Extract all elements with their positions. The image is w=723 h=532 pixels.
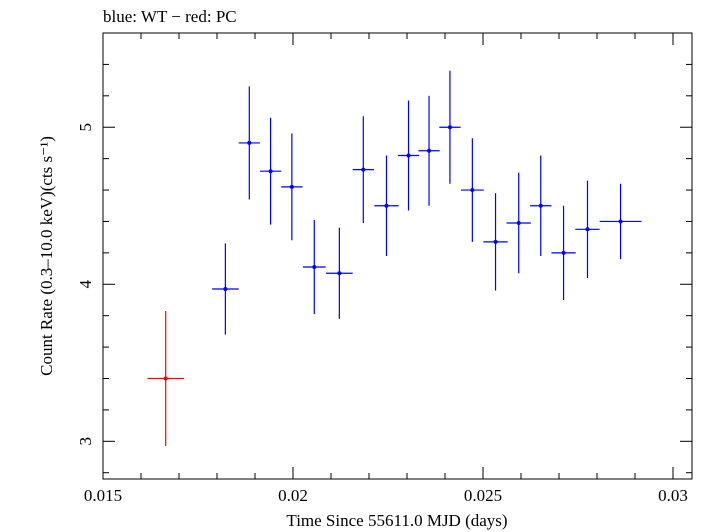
x-tick-label: 0.03 bbox=[658, 486, 688, 505]
data-point bbox=[247, 140, 252, 145]
data-series bbox=[147, 70, 642, 447]
plot-frame bbox=[102, 32, 693, 480]
data-point bbox=[516, 221, 521, 226]
data-point bbox=[268, 169, 273, 174]
chart-title: blue: WT − red: PC bbox=[103, 7, 237, 26]
series-pc bbox=[147, 310, 184, 447]
data-point bbox=[493, 239, 498, 244]
data-point bbox=[561, 250, 566, 255]
y-tick-label: 5 bbox=[76, 123, 95, 131]
data-point bbox=[312, 264, 317, 269]
data-point bbox=[163, 376, 168, 381]
axes: 0.015 0.02 0.025 0.03 3 4 5 bbox=[76, 32, 692, 505]
x-tick-label: 0.02 bbox=[278, 486, 308, 505]
data-point bbox=[427, 148, 432, 153]
data-point bbox=[585, 227, 590, 232]
series-wt bbox=[212, 70, 642, 335]
data-point bbox=[223, 286, 228, 291]
data-point bbox=[384, 203, 389, 208]
data-point bbox=[618, 219, 623, 224]
data-point bbox=[406, 153, 411, 158]
y-axis-label: Count Rate (0.3–10.0 keV)(cts s⁻¹) bbox=[37, 136, 56, 376]
y-tick-label: 3 bbox=[76, 437, 95, 446]
x-axis-label: Time Since 55611.0 MJD (days) bbox=[286, 511, 507, 530]
data-point bbox=[337, 271, 342, 276]
data-point bbox=[470, 188, 475, 193]
data-point bbox=[538, 203, 543, 208]
data-point bbox=[361, 167, 366, 172]
x-tick-label: 0.015 bbox=[84, 486, 122, 505]
y-tick-label: 4 bbox=[76, 280, 95, 289]
data-point bbox=[447, 125, 452, 130]
data-point bbox=[289, 184, 294, 189]
x-tick-label: 0.025 bbox=[464, 486, 502, 505]
